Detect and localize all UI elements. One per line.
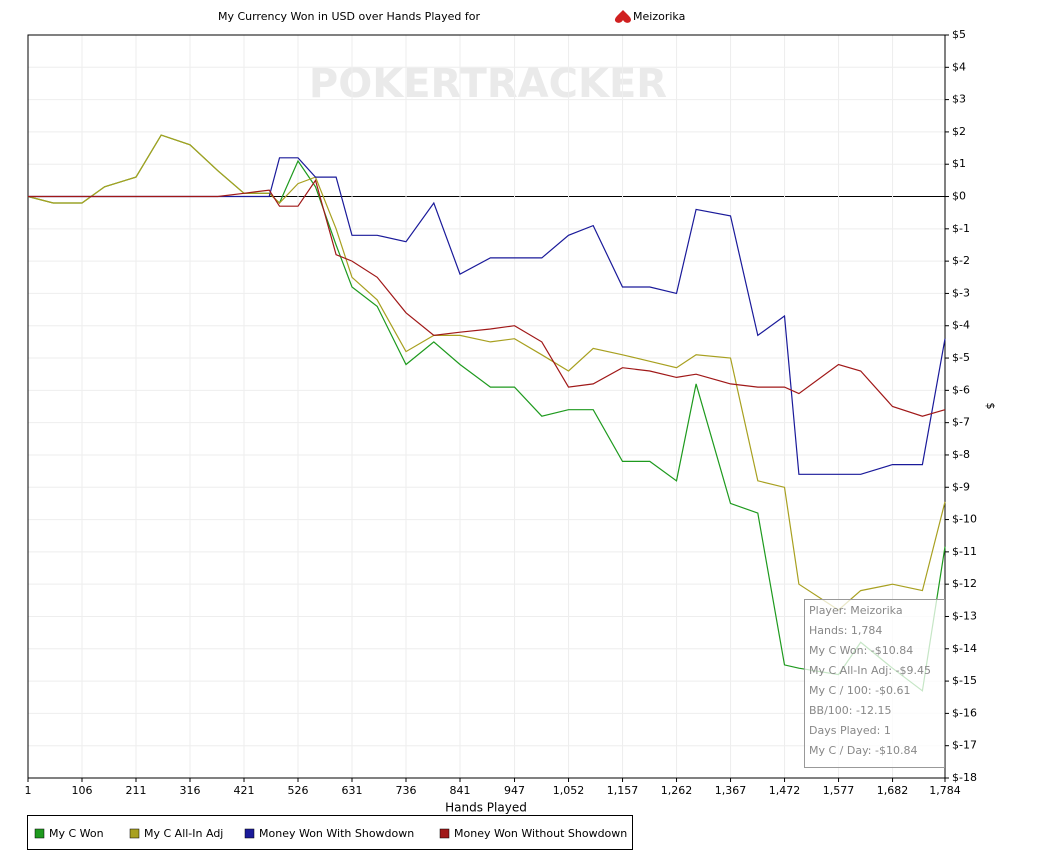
tooltip-line: Player: Meizorika (809, 604, 903, 617)
tooltip-line: Days Played: 1 (809, 724, 891, 737)
x-tick-label: 316 (180, 784, 201, 797)
tooltip-line: BB/100: -12.15 (809, 704, 891, 717)
y-tick-label: $-2 (952, 254, 970, 267)
y-tick-label: $-17 (952, 739, 977, 752)
x-tick-label: 841 (450, 784, 471, 797)
y-tick-label: $-6 (952, 383, 970, 396)
y-axis-label: $ (984, 403, 997, 410)
plot-frame (27, 34, 946, 779)
y-tick-label: $-4 (952, 319, 970, 332)
series-line (27, 134, 946, 611)
x-tick-label: 947 (504, 784, 525, 797)
y-tick-label: $-13 (952, 609, 977, 622)
y-tick-label: $-7 (952, 416, 970, 429)
x-tick-label: 1,262 (661, 784, 693, 797)
tooltip-line: My C All-In Adj: -$9.45 (809, 664, 931, 677)
tooltip-line: My C Won: -$10.84 (809, 644, 913, 657)
y-tick-label: $-8 (952, 448, 970, 461)
x-tick-label: 1,157 (607, 784, 639, 797)
x-tick-label: 631 (342, 784, 363, 797)
legend-swatch (129, 828, 140, 839)
series-line (28, 178, 946, 417)
tooltip-line: Hands: 1,784 (809, 624, 882, 637)
tooltip-box (804, 599, 945, 768)
y-tick-label: $3 (952, 93, 966, 106)
legend-swatch (244, 828, 255, 839)
x-axis-label: Hands Played (445, 801, 527, 815)
x-tick-label: 736 (396, 784, 417, 797)
series-line (28, 157, 946, 475)
x-tick-label: 1,052 (553, 784, 585, 797)
y-tick-label: $0 (952, 190, 966, 203)
x-tick-label: 421 (234, 784, 255, 797)
y-tick-label: $-14 (952, 642, 977, 655)
legend-swatch (34, 828, 45, 839)
y-tick-label: $-15 (952, 674, 977, 687)
x-tick-label: 1,472 (769, 784, 801, 797)
legend-label: My C All-In Adj (144, 827, 223, 840)
legend-swatch (439, 828, 450, 839)
x-tick-label: 211 (126, 784, 147, 797)
y-tick-label: $-11 (952, 545, 977, 558)
x-tick-label: 1 (25, 784, 32, 797)
tooltip-line: My C / 100: -$0.61 (809, 684, 911, 697)
x-tick-label: 1,784 (929, 784, 961, 797)
y-tick-label: $-5 (952, 351, 970, 364)
x-tick-label: 1,682 (877, 784, 909, 797)
y-tick-label: $-9 (952, 480, 970, 493)
legend-frame (27, 815, 633, 850)
chart-title-player: Meizorika (633, 10, 685, 23)
x-tick-label: 526 (288, 784, 309, 797)
y-tick-label: $-16 (952, 706, 977, 719)
legend-label: My C Won (49, 827, 104, 840)
y-tick-label: $4 (952, 60, 966, 73)
legend-label: Money Won Without Showdown (454, 827, 627, 840)
player-icon (614, 10, 632, 23)
y-tick-label: $1 (952, 157, 966, 170)
y-tick-label: $5 (952, 28, 966, 41)
chart-title: My Currency Won in USD over Hands Played… (218, 10, 481, 23)
y-tick-label: $-3 (952, 286, 970, 299)
y-tick-label: $-18 (952, 771, 977, 784)
y-tick-label: $-1 (952, 222, 970, 235)
x-tick-label: 1,577 (823, 784, 855, 797)
tooltip-line: My C / Day: -$10.84 (809, 744, 917, 757)
y-tick-label: $-12 (952, 577, 977, 590)
y-tick-label: $-10 (952, 513, 977, 526)
x-tick-label: 106 (72, 784, 93, 797)
x-tick-label: 1,367 (715, 784, 747, 797)
y-tick-label: $2 (952, 125, 966, 138)
legend-label: Money Won With Showdown (259, 827, 414, 840)
